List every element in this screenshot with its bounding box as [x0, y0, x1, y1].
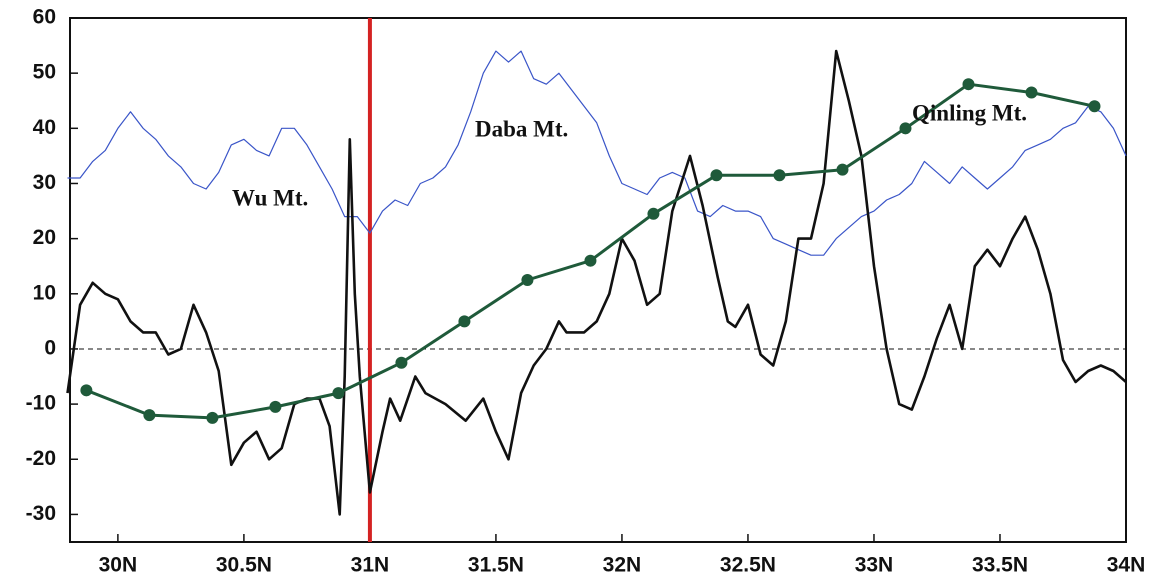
x-tick-label: 30N	[99, 554, 138, 577]
x-tick-label: 30.5N	[216, 554, 272, 577]
annotation: Qinling Mt.	[912, 100, 1027, 125]
point	[1025, 86, 1038, 99]
point	[710, 169, 723, 182]
point	[80, 384, 93, 397]
annotation: Daba Mt.	[475, 116, 568, 141]
x-tick-label: 32N	[603, 554, 642, 577]
y-tick-label: 50	[33, 61, 56, 84]
y-tick-label: 20	[33, 226, 56, 249]
point	[836, 163, 849, 176]
point	[458, 315, 471, 328]
point	[395, 356, 408, 369]
y-tick-label: 60	[33, 6, 56, 29]
x-tick-label: 32.5N	[720, 554, 776, 577]
annotation: Wu Mt.	[232, 185, 308, 210]
y-tick-label: 40	[33, 116, 56, 139]
point	[269, 400, 282, 413]
series-line	[85, 82, 1095, 420]
y-tick-label: 0	[44, 336, 56, 359]
x-tick-label: 33N	[855, 554, 894, 577]
point	[143, 409, 156, 422]
point	[899, 122, 912, 135]
point	[1088, 100, 1101, 113]
y-tick-label: 30	[33, 171, 56, 194]
y-tick-label: -10	[26, 392, 56, 415]
series-line	[67, 50, 1127, 256]
y-tick-label: 10	[33, 281, 56, 304]
series-line	[66, 49, 1127, 516]
plot-frame	[69, 17, 1127, 543]
x-tick-label: 33.5N	[972, 554, 1028, 577]
x-tick-label: 31N	[351, 554, 390, 577]
point	[773, 169, 786, 182]
y-tick-label: -30	[26, 502, 56, 525]
x-tick-label: 34N	[1107, 554, 1146, 577]
point	[332, 387, 345, 400]
y-tick-label: -20	[26, 447, 56, 470]
x-tick-label: 31.5N	[468, 554, 524, 577]
point	[206, 411, 219, 424]
point	[584, 254, 597, 267]
point	[647, 207, 660, 220]
point	[962, 78, 975, 91]
point	[521, 274, 534, 286]
